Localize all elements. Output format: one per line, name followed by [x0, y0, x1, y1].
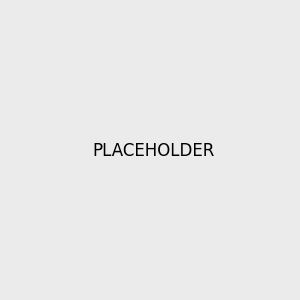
- Text: PLACEHOLDER: PLACEHOLDER: [93, 142, 215, 160]
